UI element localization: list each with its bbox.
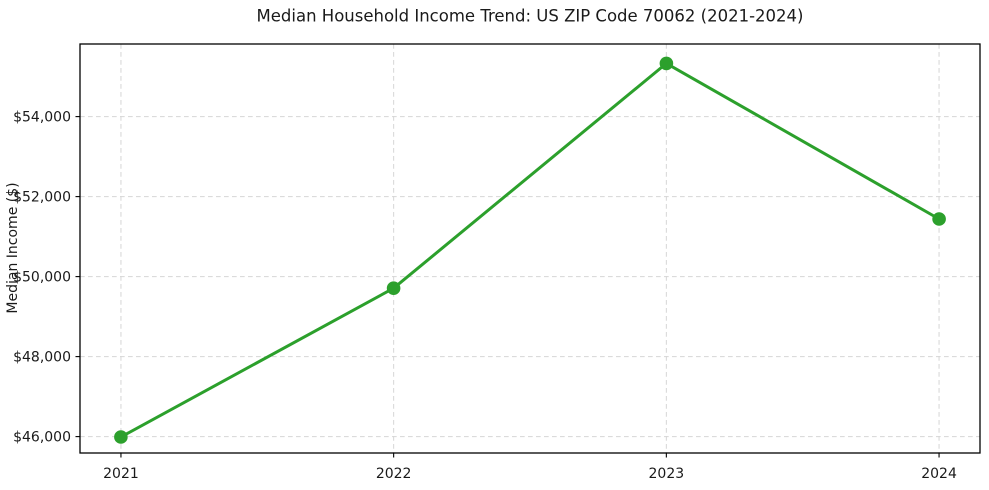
x-tick-label-2024: 2024 xyxy=(921,466,957,482)
trend-line xyxy=(119,61,941,439)
y-tick-label-48000: $48,000 xyxy=(13,350,71,366)
y-tick-label-52000: $52,000 xyxy=(13,190,71,206)
y-tick-label-46000: $46,000 xyxy=(13,430,71,446)
chart-title: Median Household Income Trend: US ZIP Co… xyxy=(257,7,804,26)
x-tick-label-2023: 2023 xyxy=(649,466,685,482)
y-axis-label: Median Income ($) xyxy=(5,182,21,313)
x-tick-label-2022: 2022 xyxy=(376,466,412,482)
axes-layer xyxy=(75,43,981,458)
series-layer xyxy=(114,56,946,444)
data-point-2023 xyxy=(659,56,674,71)
grid-layer xyxy=(80,44,980,453)
data-point-2024 xyxy=(932,212,946,226)
data-point-2021 xyxy=(114,430,128,444)
x-tick-label-2021: 2021 xyxy=(103,466,139,482)
y-tick-label-54000: $54,000 xyxy=(13,110,71,126)
data-point-2022 xyxy=(386,281,401,296)
y-tick-label-50000: $50,000 xyxy=(13,270,71,286)
tick-label-layer: $46,000 $48,000 $50,000 $52,000 $54,000 2021 2… xyxy=(13,110,957,482)
plot-border xyxy=(79,43,981,454)
